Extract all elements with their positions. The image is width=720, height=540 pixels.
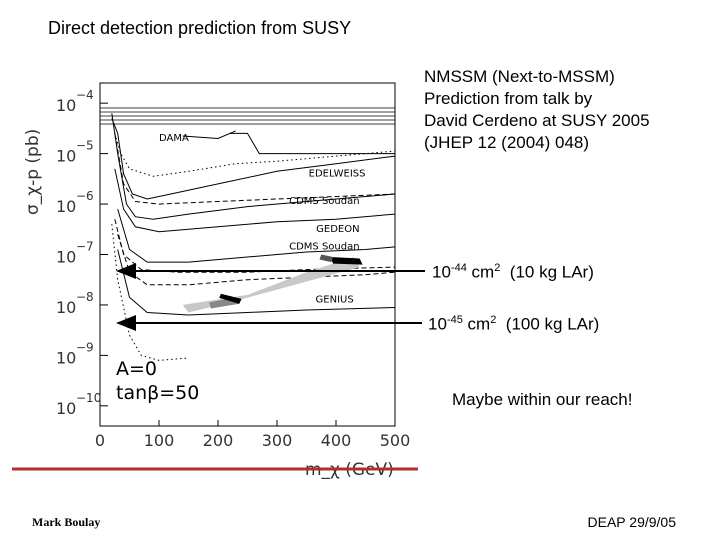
curve-label: DAMA	[159, 133, 189, 144]
x-tick-label: 100	[144, 431, 175, 450]
y-tick-exponent: −9	[76, 340, 94, 354]
anno1-tail: (10 kg LAr)	[500, 262, 594, 282]
y-axis-label: σ_χ-p (pb)	[23, 129, 43, 215]
y-tick-exponent: −6	[76, 189, 94, 203]
reach-note: Maybe within our reach!	[452, 390, 633, 409]
date-footer: DEAP 29/9/05	[587, 514, 676, 530]
exclusion-curve	[114, 219, 396, 273]
prediction-band	[319, 254, 334, 263]
note-line: David Cerdeno at SUSY 2005	[424, 111, 650, 130]
author-footer: Mark Boulay	[32, 515, 101, 529]
note-line: (JHEP 12 (2004) 048)	[424, 133, 590, 152]
y-tick-exponent: −10	[76, 391, 101, 405]
exclusion-curve	[111, 224, 189, 361]
exclusion-curve	[182, 130, 236, 140]
anno1-unit-exp: 2	[494, 262, 501, 274]
x-tick-label: 400	[321, 431, 352, 450]
y-tick-label: 10	[56, 298, 76, 317]
x-tick-label: 0	[95, 431, 105, 450]
anno2-exp: -45	[446, 314, 463, 326]
anno2-unit-exp: 2	[490, 314, 497, 326]
curve-label: GENIUS	[316, 294, 354, 305]
exclusion-curve	[229, 132, 395, 155]
anno2-base: 10	[428, 314, 447, 334]
anno2-tail: (100 kg LAr)	[496, 314, 600, 334]
annotation-100kg: 10-45 cm2 (100 kg LAr)	[428, 314, 599, 335]
anno2-unit: cm	[462, 314, 491, 334]
exclusion-curve	[114, 168, 396, 233]
curve-label: CDMS Soudan	[289, 196, 359, 207]
y-tick-label: 10	[56, 96, 76, 115]
x-tick-label: 300	[262, 431, 293, 450]
anno1-base: 10	[432, 262, 451, 282]
prediction-band	[330, 257, 363, 265]
curve-label: EDELWEISS	[309, 168, 366, 179]
annotation-10kg: 10-44 cm2 (10 kg LAr)	[432, 262, 594, 283]
x-tick-label: 200	[203, 431, 234, 450]
x-tick-label: 500	[380, 431, 411, 450]
slide-title: Direct detection prediction from SUSY	[48, 18, 352, 38]
y-tick-exponent: −5	[76, 139, 94, 153]
y-tick-exponent: −4	[76, 88, 94, 102]
prediction-band	[219, 293, 242, 304]
anno1-unit: cm	[466, 262, 495, 282]
y-tick-label: 10	[56, 197, 76, 216]
curve-label: CDMS Soudan	[289, 241, 359, 252]
y-tick-label: 10	[56, 248, 76, 267]
anno1-exp: -44	[450, 262, 467, 274]
note-line: Prediction from talk by	[424, 89, 593, 108]
exclusion-curve	[117, 249, 396, 316]
panel-label-tanbeta: tanβ=50	[116, 382, 199, 404]
y-tick-label: 10	[56, 147, 76, 166]
curve-label: GEDEON	[316, 224, 359, 235]
panel-label-a: A=0	[116, 358, 157, 380]
y-tick-label: 10	[56, 399, 76, 418]
y-tick-exponent: −8	[76, 290, 94, 304]
prediction-note: NMSSM (Next-to-MSSM) Prediction from tal…	[424, 66, 650, 154]
note-line: NMSSM (Next-to-MSSM)	[424, 67, 615, 86]
y-tick-exponent: −7	[76, 240, 94, 254]
y-tick-label: 10	[56, 348, 76, 367]
exclusion-curve	[117, 208, 396, 263]
exclusion-curve	[111, 118, 396, 200]
exclusion-curve	[114, 133, 396, 177]
exclusion-curve	[111, 113, 396, 220]
